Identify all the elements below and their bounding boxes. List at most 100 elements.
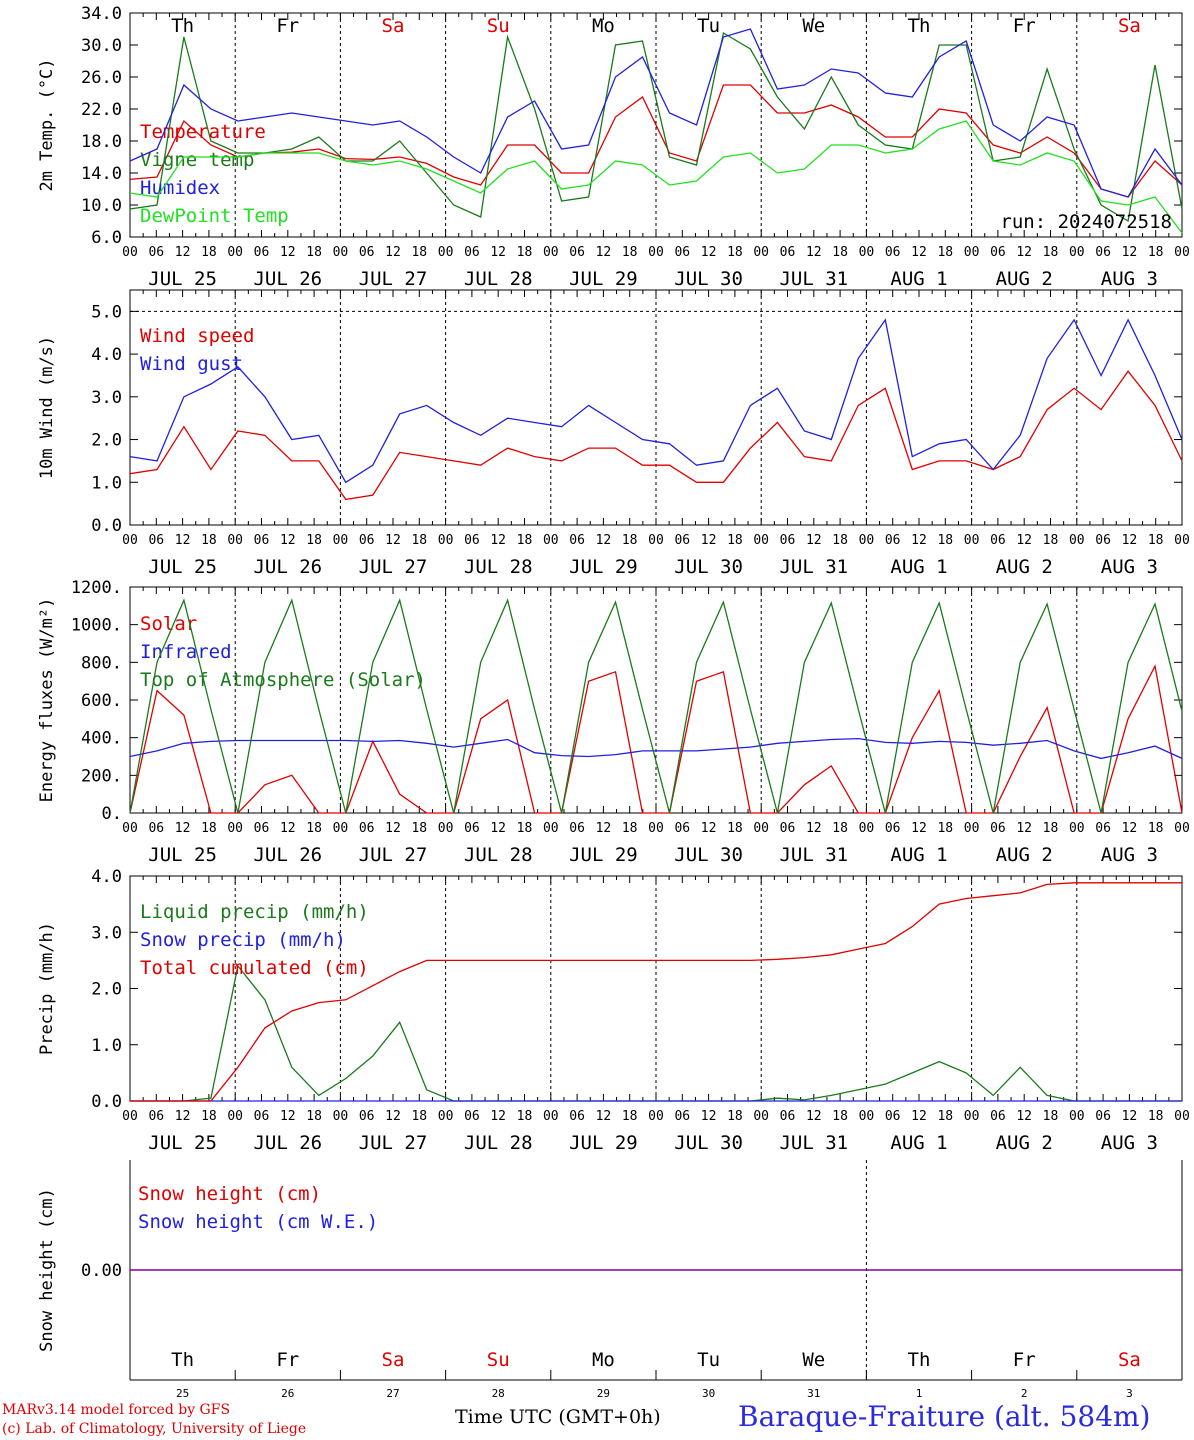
hour-tick-label: 00 <box>543 245 559 260</box>
hour-tick-label: 06 <box>885 245 901 260</box>
date-label: JUL 26 <box>253 556 322 578</box>
day-number: 26 <box>281 1387 294 1400</box>
hour-tick-label: 06 <box>359 533 375 548</box>
date-label: AUG 3 <box>1101 556 1158 578</box>
hour-tick-label: 06 <box>148 821 164 836</box>
hour-tick-label: 06 <box>885 821 901 836</box>
hour-tick-label: 18 <box>1043 821 1059 836</box>
hour-tick-label: 00 <box>753 1109 769 1124</box>
hour-tick-label: 06 <box>254 245 270 260</box>
hour-tick-label: 00 <box>122 821 138 836</box>
hour-tick-label: 00 <box>859 245 875 260</box>
y-tick-label: 2.0 <box>91 980 122 1000</box>
hour-tick-label: 06 <box>359 245 375 260</box>
panel-4: 0.0 1.0 2.0 3.0 4.0 Precip (mm/h) Liquid preci… <box>37 867 1190 1154</box>
hour-tick-label: 00 <box>1069 1109 1085 1124</box>
hour-tick-label: 00 <box>438 245 454 260</box>
hour-tick-label: 00 <box>753 245 769 260</box>
y-axis-label: Snow height (cm) <box>37 1188 57 1352</box>
legend-entry: Vigne temp <box>140 149 254 171</box>
legend-entry: Snow precip (mm/h) <box>140 929 346 951</box>
series-line-solar <box>129 664 1183 814</box>
hour-tick-label: 00 <box>648 821 664 836</box>
weekday-label: Mo <box>592 15 615 37</box>
hour-tick-label: 18 <box>1043 1109 1059 1124</box>
hour-tick-label: 00 <box>1069 533 1085 548</box>
hour-tick-label: 00 <box>859 533 875 548</box>
hour-tick-label: 18 <box>201 245 217 260</box>
hour-tick-label: 06 <box>464 1109 480 1124</box>
hour-tick-label: 12 <box>911 821 927 836</box>
weekday-label: Su <box>487 15 510 37</box>
hour-tick-label: 12 <box>490 1109 506 1124</box>
hour-tick-label: 12 <box>280 821 296 836</box>
weekday-label: Sa <box>1118 15 1141 37</box>
date-label: JUL 26 <box>253 1132 322 1154</box>
day-number: 28 <box>492 1387 505 1400</box>
run-label: run: 2024072518 <box>1000 211 1172 233</box>
weekday-label: Th <box>908 15 931 37</box>
weekday-label: Th <box>171 1349 194 1371</box>
hour-tick-label: 06 <box>1095 245 1111 260</box>
hour-tick-label: 12 <box>490 245 506 260</box>
y-tick-label: 4.0 <box>91 867 122 887</box>
credit-lab: (c) Lab. of Climatology, University of L… <box>2 1421 307 1437</box>
hour-tick-label: 00 <box>438 1109 454 1124</box>
hour-tick-label: 18 <box>727 533 743 548</box>
hour-tick-label: 18 <box>622 533 638 548</box>
hour-tick-label: 18 <box>517 533 533 548</box>
hour-tick-label: 12 <box>1122 821 1138 836</box>
hour-tick-label: 18 <box>622 821 638 836</box>
hour-tick-label: 12 <box>385 1109 401 1124</box>
date-label: JUL 28 <box>464 1132 533 1154</box>
hour-tick-label: 18 <box>937 1109 953 1124</box>
hour-tick-label: 12 <box>280 533 296 548</box>
hour-tick-label: 12 <box>806 245 822 260</box>
hour-tick-label: 12 <box>280 1109 296 1124</box>
hour-tick-label: 00 <box>122 533 138 548</box>
hour-tick-label: 06 <box>780 533 796 548</box>
hour-tick-label: 18 <box>832 245 848 260</box>
hour-tick-label: 06 <box>569 821 585 836</box>
date-label: JUL 31 <box>779 844 848 866</box>
y-tick-label: 3.0 <box>91 923 122 943</box>
hour-tick-label: 12 <box>1122 1109 1138 1124</box>
hour-tick-label: 00 <box>543 533 559 548</box>
date-label: AUG 3 <box>1101 844 1158 866</box>
date-label: AUG 2 <box>996 1132 1053 1154</box>
hour-tick-label: 18 <box>411 533 427 548</box>
date-label: JUL 29 <box>569 268 638 290</box>
hour-tick-label: 00 <box>753 533 769 548</box>
hour-tick-label: 06 <box>674 821 690 836</box>
weekday-label: Su <box>487 1349 510 1371</box>
date-label: JUL 31 <box>779 268 848 290</box>
hour-tick-label: 18 <box>306 1109 322 1124</box>
hour-tick-label: 00 <box>333 533 349 548</box>
day-number: 31 <box>807 1387 820 1400</box>
legend-entry: Infrared <box>140 641 232 663</box>
hour-tick-label: 06 <box>254 821 270 836</box>
date-label: JUL 26 <box>253 268 322 290</box>
weekday-label: Th <box>908 1349 931 1371</box>
date-label: JUL 25 <box>148 844 217 866</box>
hour-tick-label: 00 <box>227 1109 243 1124</box>
hour-tick-label: 18 <box>411 1109 427 1124</box>
hour-tick-label: 00 <box>1174 1109 1190 1124</box>
hour-tick-label: 00 <box>543 1109 559 1124</box>
date-label: AUG 3 <box>1101 268 1158 290</box>
day-number: 27 <box>386 1387 399 1400</box>
hour-tick-label: 12 <box>1016 1109 1032 1124</box>
legend-entry: Total cumulated (cm) <box>140 957 369 979</box>
hour-tick-label: 06 <box>674 245 690 260</box>
y-tick-label: 1000. <box>71 616 122 636</box>
weekday-label: We <box>802 15 825 37</box>
y-tick-label: 1200. <box>71 578 122 598</box>
hour-tick-label: 06 <box>780 821 796 836</box>
series-line-humidex <box>129 28 1183 198</box>
series-line-vigne-temp <box>129 31 1183 223</box>
date-label: AUG 1 <box>890 1132 947 1154</box>
hour-tick-label: 00 <box>1174 245 1190 260</box>
date-label: JUL 27 <box>359 268 428 290</box>
date-label: JUL 27 <box>359 556 428 578</box>
